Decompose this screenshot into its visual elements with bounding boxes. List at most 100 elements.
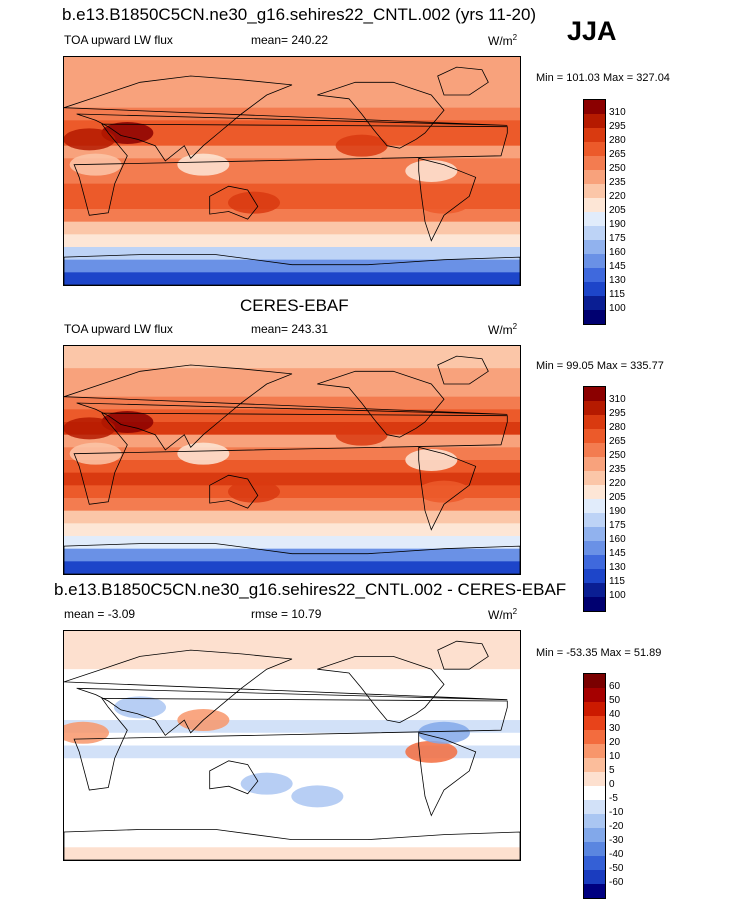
colorbar-tick-label: 205 [609, 492, 626, 503]
colorbar-tick-label: 235 [609, 177, 626, 188]
zonal-band [64, 681, 520, 696]
panel1-model-map [63, 56, 521, 286]
regional-anomaly [291, 785, 344, 808]
continent-outline [437, 640, 489, 670]
zonal-band [64, 498, 520, 512]
zonal-band [64, 384, 520, 398]
continent-outline [209, 760, 259, 795]
zonal-band [64, 720, 520, 734]
regional-anomaly [64, 128, 116, 151]
colorbar-tick-label: -40 [609, 849, 624, 860]
continent-outline [73, 697, 508, 791]
colorbar-swatch [584, 443, 605, 457]
zonal-band [64, 221, 520, 235]
colorbar-swatch [584, 170, 605, 184]
colorbar-tick-label: 160 [609, 534, 626, 545]
map-canvas [64, 346, 520, 574]
zonal-band [64, 783, 520, 797]
colorbar-tick-label: 280 [609, 135, 626, 146]
zonal-band [64, 485, 520, 499]
colorbar-swatch [584, 730, 605, 744]
regional-anomaly [64, 417, 116, 440]
colorbar-swatch [584, 212, 605, 226]
continent-outline [73, 412, 508, 505]
colorbar-swatch [584, 282, 605, 296]
colorbar-swatch [584, 254, 605, 268]
panel1-mean: mean= 240.22 [251, 33, 329, 47]
colorbar-swatch [584, 688, 605, 702]
zonal-band [64, 272, 520, 285]
zonal-band [64, 234, 520, 248]
colorbar-tick-label: 145 [609, 548, 626, 559]
colorbar-swatch [584, 884, 605, 898]
colorbar-tick-label: 295 [609, 408, 626, 419]
zonal-band [64, 95, 520, 109]
zonal-band [64, 796, 520, 810]
colorbar-swatch [584, 597, 605, 611]
zonal-band [64, 548, 520, 562]
colorbar-tick-label: 265 [609, 436, 626, 447]
colorbar-tick-label: 310 [609, 107, 626, 118]
colorbar-swatch [584, 128, 605, 142]
colorbar-swatch [584, 457, 605, 471]
zonal-band [64, 158, 520, 172]
colorbar-tick-label: -5 [609, 793, 618, 804]
colorbar-swatch [584, 184, 605, 198]
colorbar-swatch [584, 828, 605, 842]
colorbar-swatch [584, 100, 605, 114]
zonal-band [64, 745, 520, 759]
colorbar-swatch [584, 499, 605, 513]
colorbar-swatch [584, 800, 605, 814]
zonal-band [64, 834, 520, 848]
continent-outline [64, 364, 508, 451]
colorbar-tick-label: 175 [609, 233, 626, 244]
colorbar-tick-label: 175 [609, 520, 626, 531]
zonal-band [64, 422, 520, 436]
zonal-band [64, 259, 520, 273]
colorbar-swatch [584, 744, 605, 758]
colorbar-swatch [584, 569, 605, 583]
colorbar-swatch [584, 856, 605, 870]
colorbar-swatch [584, 702, 605, 716]
zonal-band [64, 631, 520, 654]
colorbar-tick-label: -20 [609, 821, 624, 832]
colorbar-tick-label: 205 [609, 205, 626, 216]
zonal-band [64, 847, 520, 860]
continent-outline [64, 75, 508, 162]
panel3-colorbar [583, 673, 606, 899]
zonal-band [64, 809, 520, 823]
panel2-units: W/m2 [488, 322, 518, 337]
zonal-band [64, 396, 520, 410]
regional-anomaly [240, 772, 293, 795]
regional-anomaly [405, 449, 458, 471]
regional-anomaly [405, 160, 458, 182]
continent-outline [64, 254, 520, 285]
panel1-units: W/m2 [488, 33, 518, 48]
continent-outline [64, 543, 520, 574]
colorbar-swatch [584, 226, 605, 240]
colorbar-tick-label: 30 [609, 723, 621, 734]
colorbar-tick-label: 265 [609, 149, 626, 160]
colorbar-tick-label: 60 [609, 681, 621, 692]
colorbar-swatch [584, 541, 605, 555]
panel3-minmax: Min = -53.35 Max = 51.89 [536, 647, 662, 659]
zonal-band [64, 346, 520, 369]
continent-outline [418, 446, 477, 531]
colorbar-tick-label: 220 [609, 478, 626, 489]
zonal-band [64, 472, 520, 486]
colorbar-tick-label: 20 [609, 737, 621, 748]
regional-anomaly [114, 696, 166, 719]
colorbar-tick-label: 235 [609, 464, 626, 475]
zonal-band [64, 171, 520, 185]
panel1-minmax: Min = 101.03 Max = 327.04 [536, 72, 670, 84]
continent-outline [64, 649, 508, 736]
colorbar-tick-label: -10 [609, 807, 624, 818]
colorbar-swatch [584, 198, 605, 212]
colorbar-swatch [584, 772, 605, 786]
colorbar-swatch [584, 786, 605, 800]
panel2-colorbar [583, 386, 606, 612]
regional-anomaly [418, 721, 470, 744]
colorbar-tick-label: 145 [609, 261, 626, 272]
colorbar-swatch [584, 310, 605, 324]
continent-outline [317, 81, 445, 149]
